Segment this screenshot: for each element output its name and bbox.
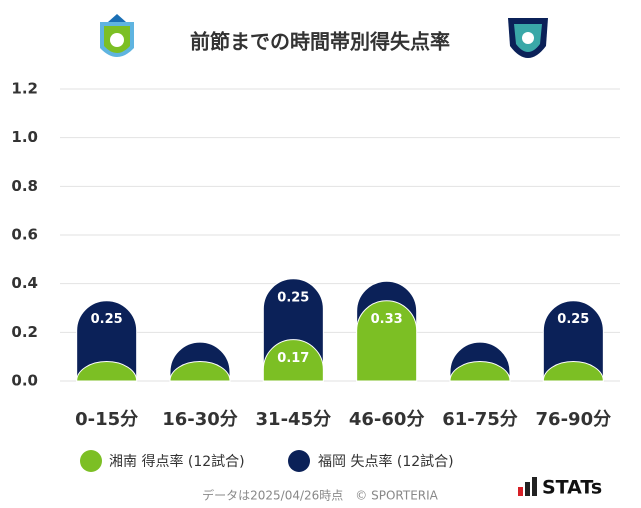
y-tick-label: 0.0 bbox=[11, 372, 38, 390]
value-label: 0.25 bbox=[277, 290, 309, 305]
x-tick-label: 46-60分 bbox=[349, 409, 425, 430]
y-tick-label: 1.2 bbox=[11, 80, 38, 98]
chart-title: 前節までの時間帯別得失点率 bbox=[190, 30, 450, 54]
bar-segment bbox=[542, 300, 604, 382]
value-label: 0.25 bbox=[557, 312, 589, 327]
legend-label: 福岡 失点率 (12試合) bbox=[318, 453, 454, 470]
y-tick-label: 0.4 bbox=[11, 274, 38, 292]
value-label: 0.17 bbox=[277, 351, 309, 366]
bar-segment bbox=[262, 339, 324, 382]
x-tick-label: 0-15分 bbox=[75, 409, 138, 430]
legend-label: 湘南 得点率 (12試合) bbox=[109, 453, 245, 470]
bar-segment bbox=[356, 300, 418, 382]
y-tick-label: 0.8 bbox=[11, 177, 38, 195]
y-tick-label: 0.6 bbox=[11, 226, 38, 244]
x-tick-label: 61-75分 bbox=[442, 409, 518, 430]
footer-note: データは2025/04/26時点 © SPORTERIA bbox=[202, 488, 439, 503]
brand-text: STATs bbox=[542, 477, 602, 499]
y-tick-label: 1.0 bbox=[11, 128, 38, 146]
value-label: 0.25 bbox=[91, 312, 123, 327]
plot-area: 0.0 0.2 0.4 0.6 0.8 1.0 1.2 0-15分 0.25 16-30分 31-4… bbox=[11, 80, 620, 430]
x-tick-label: 31-45分 bbox=[256, 409, 332, 430]
x-tick-label: 76-90分 bbox=[536, 409, 612, 430]
home-crest bbox=[100, 14, 134, 57]
x-tick-label: 16-30分 bbox=[162, 409, 238, 430]
bar-segment bbox=[76, 300, 138, 382]
bar-segment bbox=[169, 361, 231, 382]
value-label: 0.33 bbox=[371, 312, 403, 327]
y-tick-label: 0.2 bbox=[11, 323, 38, 341]
legend-swatch bbox=[80, 450, 102, 472]
away-crest bbox=[508, 18, 548, 58]
bar-segment bbox=[449, 361, 511, 382]
bar-segment bbox=[542, 361, 604, 382]
brand-logo: STATs bbox=[518, 477, 602, 499]
legend-swatch bbox=[288, 450, 310, 472]
bar-segment bbox=[76, 361, 138, 382]
